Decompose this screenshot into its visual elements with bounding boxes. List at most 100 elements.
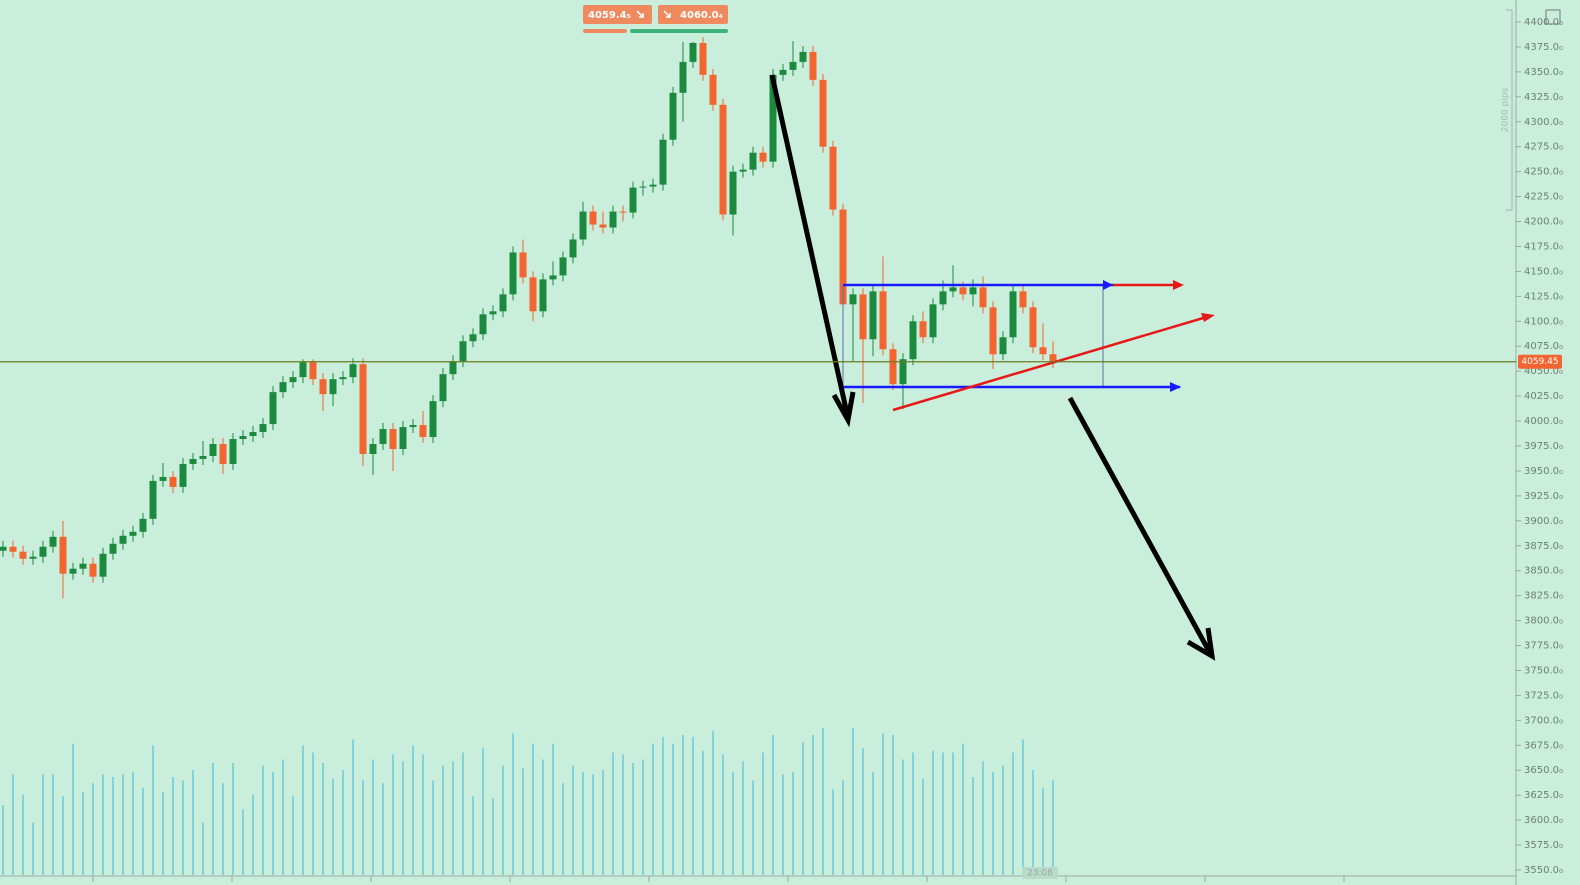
arrow-icon: [663, 10, 671, 18]
y-tick-label: 4150.0₀: [1524, 266, 1563, 277]
candle-layer: [0, 36, 1057, 599]
ask-text: 4060.0₄: [680, 10, 723, 21]
candle-body: [89, 563, 97, 577]
y-tick-label: 4350.0₀: [1524, 67, 1563, 78]
candle-body: [509, 252, 517, 295]
candle-body: [549, 275, 557, 280]
candle-body: [319, 379, 327, 395]
candle-body: [919, 321, 927, 338]
bid-text: 4059.4₅: [588, 10, 631, 21]
candle-body: [469, 334, 477, 342]
bid-bar: [583, 29, 627, 33]
candle-body: [189, 458, 197, 464]
y-tick-label: 4250.0₀: [1524, 167, 1563, 178]
candle-body: [29, 556, 37, 559]
popout-icon[interactable]: [1545, 9, 1561, 25]
candle-body: [259, 424, 267, 433]
candle-body: [419, 425, 427, 438]
y-tick-label: 3975.0₀: [1524, 441, 1563, 452]
y-tick-label: 4050.0₀: [1524, 366, 1563, 377]
candle-body: [649, 184, 657, 187]
candle-body: [479, 314, 487, 335]
y-tick-label: 3675.0₀: [1524, 740, 1563, 751]
candle-body: [309, 362, 317, 380]
candle-body: [859, 294, 867, 340]
candle-body: [719, 104, 727, 215]
volume-layer: [2, 728, 1054, 875]
candle-body: [279, 382, 287, 393]
y-tick-label: 3875.0₀: [1524, 541, 1563, 552]
candle-body: [39, 546, 47, 557]
candle-body: [289, 377, 297, 383]
candle-body: [349, 364, 357, 378]
candle-body: [139, 518, 147, 532]
candle-body: [959, 287, 967, 295]
candle-body: [209, 444, 217, 456]
candle-body: [789, 61, 797, 70]
candle-body: [679, 61, 687, 93]
candle-body: [779, 69, 787, 75]
candle-body: [829, 146, 837, 210]
candle-body: [799, 51, 807, 62]
candle-body: [199, 455, 207, 459]
candle-body: [1029, 307, 1037, 348]
candle-body: [609, 211, 617, 228]
candle-body: [359, 364, 367, 454]
candle-body: [409, 425, 417, 428]
candle-body: [459, 341, 467, 362]
ask-bar: [630, 29, 728, 33]
y-tick-label: 3850.0₀: [1524, 566, 1563, 577]
arrowhead: [1173, 280, 1184, 290]
y-tick-label: 3775.0₀: [1524, 641, 1563, 652]
y-tick-label: 3575.0₀: [1524, 840, 1563, 851]
y-tick-label: 3550.0₀: [1524, 865, 1563, 876]
time-tag: [1022, 867, 1058, 879]
bid-tag[interactable]: [583, 5, 652, 24]
black-arrow: [769, 74, 851, 419]
y-tick-label: 4100.0₀: [1524, 316, 1563, 327]
candle-body: [899, 359, 907, 385]
candle-body: [449, 361, 457, 375]
candle-body: [989, 307, 997, 355]
candle-body: [149, 480, 157, 519]
candle-body: [659, 139, 667, 185]
ask-tag[interactable]: [658, 5, 728, 24]
y-tick-label: 4325.0₀: [1524, 92, 1563, 103]
y-tick-label: 4400.0₀: [1524, 17, 1563, 28]
candle-body: [639, 186, 647, 188]
candle-body: [599, 224, 607, 228]
candle-body: [589, 211, 597, 225]
black-arrow: [1067, 396, 1213, 655]
candle-body: [949, 287, 957, 292]
candle-body: [389, 429, 397, 449]
y-tick-label: 4275.0₀: [1524, 142, 1563, 153]
arrowhead: [1170, 382, 1181, 392]
candle-body: [619, 211, 627, 213]
candle-body: [119, 535, 127, 544]
candle-body: [1019, 291, 1027, 308]
candle-body: [529, 277, 537, 312]
candle-body: [929, 304, 937, 338]
arrow-icon: [636, 10, 644, 18]
candle-body: [109, 543, 117, 554]
last-price-label: 4059.45: [1521, 357, 1558, 367]
candle-body: [559, 257, 567, 276]
candle-body: [569, 239, 577, 258]
last-price-tag: [1518, 354, 1562, 369]
candle-body: [489, 311, 497, 315]
drawings: [769, 74, 1216, 661]
candle-body: [69, 568, 77, 574]
candle-body: [399, 427, 407, 449]
quote-tags: 4059.4₅ 4060.0₄: [583, 5, 728, 33]
candle-body: [1049, 354, 1057, 362]
candle-body: [699, 42, 707, 75]
candle-body: [869, 291, 877, 340]
candle-body: [219, 444, 227, 464]
candle-body: [169, 476, 177, 487]
candle-body: [519, 252, 527, 278]
candle-body: [99, 553, 107, 577]
y-tick-label: 4225.0₀: [1524, 192, 1563, 203]
candle-body: [179, 463, 187, 487]
